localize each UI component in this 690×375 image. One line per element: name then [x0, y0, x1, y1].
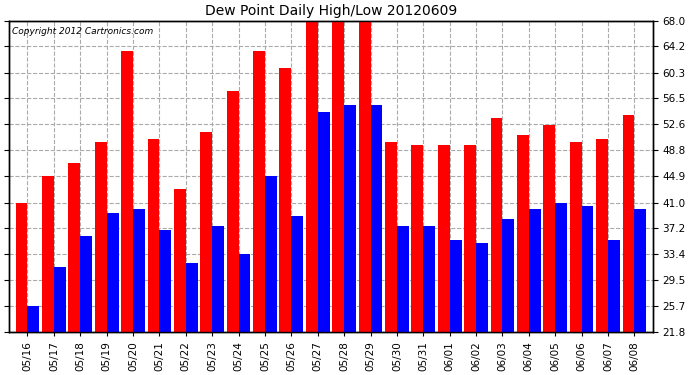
- Bar: [95, 142, 107, 332]
- Bar: [42, 176, 54, 332]
- Bar: [279, 68, 291, 332]
- Title: Dew Point Daily High/Low 20120609: Dew Point Daily High/Low 20120609: [205, 4, 457, 18]
- Bar: [555, 202, 567, 332]
- Bar: [385, 142, 397, 332]
- Bar: [68, 163, 80, 332]
- Bar: [213, 226, 224, 332]
- Bar: [253, 51, 265, 332]
- Bar: [227, 92, 239, 332]
- Bar: [318, 112, 330, 332]
- Bar: [174, 189, 186, 332]
- Bar: [344, 105, 356, 332]
- Bar: [423, 226, 435, 332]
- Bar: [239, 254, 250, 332]
- Bar: [54, 267, 66, 332]
- Bar: [306, 21, 318, 332]
- Bar: [186, 263, 198, 332]
- Bar: [200, 132, 213, 332]
- Bar: [333, 21, 344, 332]
- Bar: [517, 135, 529, 332]
- Bar: [450, 240, 462, 332]
- Bar: [80, 236, 92, 332]
- Bar: [371, 105, 382, 332]
- Bar: [397, 226, 408, 332]
- Bar: [107, 213, 119, 332]
- Bar: [16, 202, 28, 332]
- Bar: [529, 209, 541, 332]
- Bar: [502, 219, 514, 332]
- Bar: [543, 125, 555, 332]
- Bar: [582, 206, 593, 332]
- Bar: [411, 146, 423, 332]
- Bar: [634, 209, 647, 332]
- Bar: [159, 230, 171, 332]
- Bar: [438, 146, 450, 332]
- Text: Copyright 2012 Cartronics.com: Copyright 2012 Cartronics.com: [12, 27, 153, 36]
- Bar: [265, 176, 277, 332]
- Bar: [291, 216, 303, 332]
- Bar: [464, 146, 476, 332]
- Bar: [491, 118, 502, 332]
- Bar: [622, 115, 634, 332]
- Bar: [359, 21, 371, 332]
- Bar: [596, 139, 608, 332]
- Bar: [476, 243, 488, 332]
- Bar: [570, 142, 582, 332]
- Bar: [133, 209, 145, 332]
- Bar: [608, 240, 620, 332]
- Bar: [148, 139, 159, 332]
- Bar: [28, 306, 39, 332]
- Bar: [121, 51, 133, 332]
